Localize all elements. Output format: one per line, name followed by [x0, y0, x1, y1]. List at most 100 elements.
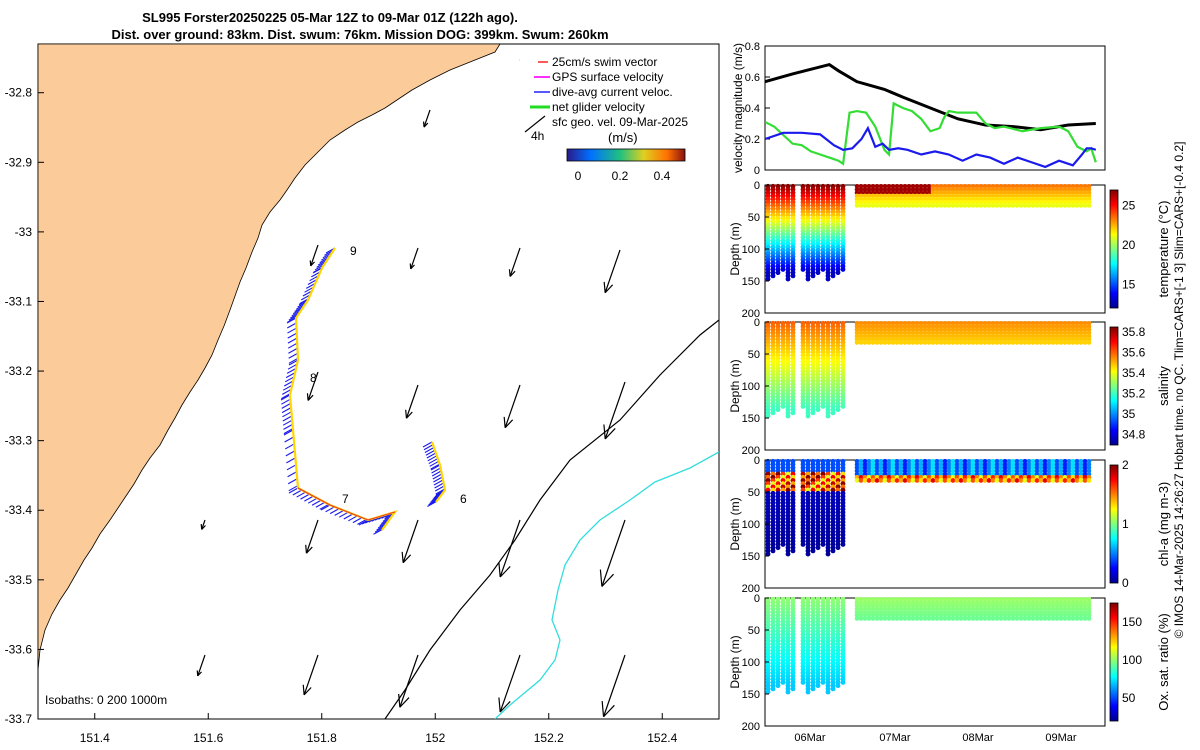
profile-dot — [1002, 196, 1008, 202]
profile-dot — [862, 596, 868, 602]
profile-dot — [954, 196, 960, 202]
profile-dot — [898, 462, 904, 467]
dive-avg-current-vector — [284, 376, 295, 383]
profile-dot — [1078, 320, 1084, 326]
profile-dot — [1070, 603, 1076, 608]
profile-dot — [946, 600, 952, 605]
profile-dot — [902, 199, 908, 205]
profile-dot — [870, 462, 876, 467]
profile-dot — [930, 187, 936, 192]
profile-dot — [950, 474, 956, 480]
profile-dot — [874, 203, 880, 208]
colorbar-title: (m/s) — [608, 130, 638, 145]
dive-avg-current-vector — [286, 457, 296, 464]
profile-dot — [994, 478, 1000, 483]
profile-dot — [1010, 478, 1016, 483]
profile-dot — [914, 462, 920, 467]
profile-dot — [942, 324, 948, 329]
profile-dot — [870, 596, 876, 602]
profile-dot — [1002, 199, 1008, 205]
profile-dot — [962, 468, 968, 474]
profile-dot — [926, 468, 932, 474]
profile-dot — [1026, 609, 1032, 615]
profile-dot — [926, 471, 932, 477]
profile-dot — [950, 468, 956, 474]
profile-dot — [990, 183, 996, 189]
profile-dot — [902, 462, 908, 467]
dive-avg-current-vector — [287, 478, 298, 485]
profile-dot — [882, 320, 888, 326]
profile-dot — [966, 327, 972, 332]
profile-dot — [858, 478, 864, 483]
profile-dot — [982, 465, 988, 470]
profile-dot — [990, 606, 996, 612]
profile-dot — [1086, 471, 1092, 477]
profile-dot — [854, 458, 860, 464]
dive-avg-current-vector — [427, 501, 437, 508]
profile-dot — [998, 471, 1004, 477]
profile-dot — [958, 320, 964, 326]
profile-dot — [1050, 603, 1056, 608]
profile-dot — [1086, 199, 1092, 205]
profile-dot — [946, 471, 952, 477]
profile-dot — [894, 600, 900, 605]
profile-dot — [926, 616, 932, 621]
profile-dot — [1018, 609, 1024, 615]
profile-dot — [890, 474, 896, 480]
profile-dot — [950, 465, 956, 470]
profile-dot — [1010, 458, 1016, 464]
profile-dot — [906, 196, 912, 202]
profile-dot — [1030, 187, 1036, 192]
profile-dot — [918, 193, 924, 199]
profile-dot — [886, 330, 892, 336]
profile-dot — [950, 336, 956, 342]
profile-dot — [954, 612, 960, 618]
map-y-tick-label: -33.3 — [5, 434, 33, 448]
dive-avg-current-vector — [286, 367, 297, 374]
profile-dot — [1038, 324, 1044, 329]
profile-dot — [1078, 471, 1084, 477]
profile-dot — [1086, 612, 1092, 618]
dive-avg-current-vector — [358, 519, 369, 526]
colorbar-label: chl-a (mg m-3) — [1156, 482, 1171, 567]
profile-dot — [1018, 340, 1024, 345]
profile-dot — [1006, 196, 1012, 202]
profile-dot — [858, 336, 864, 342]
profile-dot — [1014, 606, 1020, 612]
profile-dot — [1062, 203, 1068, 208]
velocity-y-tick-label: 0.6 — [745, 72, 760, 84]
profile-dot — [1054, 612, 1060, 618]
profile-dot — [990, 596, 996, 602]
profile-dot — [1030, 203, 1036, 208]
profile-dot — [882, 458, 888, 464]
profile-dot — [1002, 606, 1008, 612]
dive-avg-current-vector — [315, 501, 326, 508]
profile-dot — [894, 340, 900, 345]
profile-dot — [805, 689, 811, 695]
profile-dot — [1014, 468, 1020, 474]
profile-dot — [974, 612, 980, 618]
dive-avg-current-vector — [343, 513, 354, 520]
dive-avg-current-vector — [338, 511, 349, 518]
profile-dot — [950, 612, 956, 618]
profile-dot — [938, 340, 944, 345]
profile-dot — [858, 612, 864, 618]
profile-dot — [942, 327, 948, 332]
profile-dot — [1034, 187, 1040, 192]
profile-dot — [918, 199, 924, 205]
legend-box — [520, 52, 716, 148]
profile-dot — [1002, 330, 1008, 336]
profile-dot — [934, 193, 940, 199]
dive-avg-current-vector — [286, 464, 297, 471]
profile-dot — [914, 606, 920, 612]
profile-dot — [950, 478, 956, 483]
profile-dot — [854, 193, 860, 199]
legend-geo-velocity: sfc geo. vel. 09-Mar-2025 — [552, 115, 688, 129]
profile-dot — [854, 324, 860, 329]
profile-dot — [962, 478, 968, 483]
profile-dot — [998, 609, 1004, 615]
profile-dot — [890, 612, 896, 618]
profile-dot — [978, 471, 984, 477]
profile-dot — [1034, 183, 1040, 189]
geo-velocity-icon — [524, 115, 546, 133]
